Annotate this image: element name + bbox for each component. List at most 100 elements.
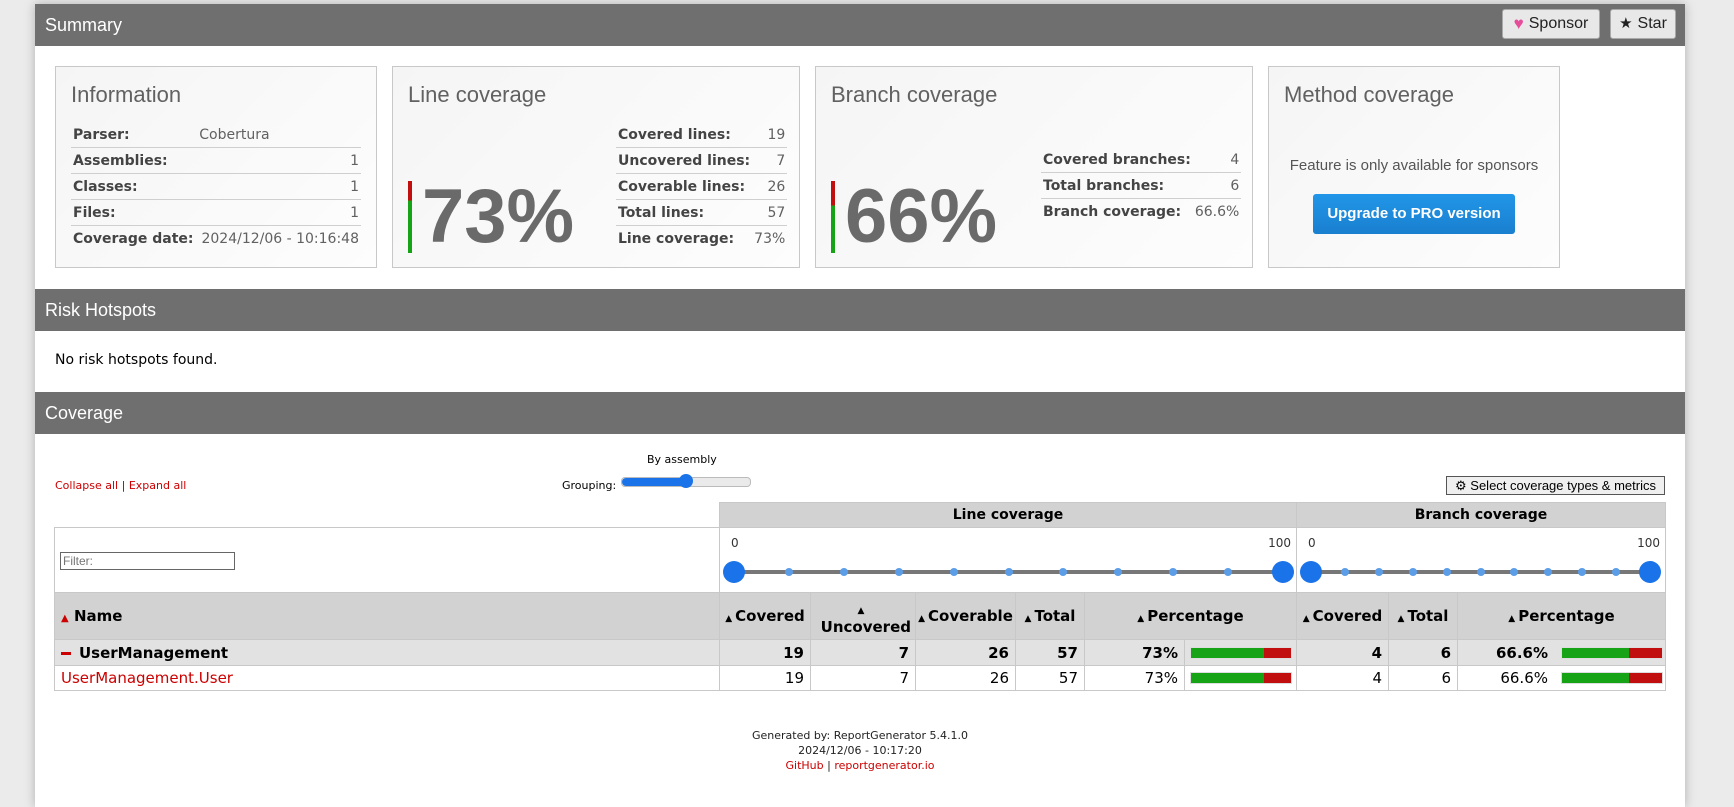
range-tick xyxy=(1004,568,1013,576)
line-value: 26 xyxy=(752,173,788,200)
percentage-column-header[interactable]: ▲ Percentage xyxy=(1084,592,1297,640)
sort-icon: ▲ xyxy=(1397,614,1405,624)
uncovered-cell: 7 xyxy=(810,665,916,691)
line-coverage-group-header: Line coverage xyxy=(719,502,1297,528)
branch-coverage-range-slider[interactable]: 0 100 xyxy=(1297,528,1665,592)
line-coverage-title: Line coverage xyxy=(408,82,547,107)
sponsor-button[interactable]: ♥ Sponsor xyxy=(1502,9,1600,39)
line-coverage-bar-cell xyxy=(1184,665,1297,691)
range-max-handle[interactable] xyxy=(1639,561,1661,583)
sort-icon: ▲ xyxy=(1137,614,1145,624)
line-key: Total lines: xyxy=(616,199,753,226)
coverable-column-label: Coverable xyxy=(928,607,1013,625)
upgrade-pro-button[interactable]: Upgrade to PRO version xyxy=(1313,194,1515,234)
range-min-handle[interactable] xyxy=(723,561,745,583)
line-key: Covered lines: xyxy=(616,122,753,148)
line-coverage-card: Line coverage 73% Covered lines: 19 Uncov… xyxy=(392,66,800,268)
range-tick xyxy=(1169,568,1178,576)
line-coverage-bar xyxy=(1189,672,1292,684)
github-link[interactable]: GitHub xyxy=(785,759,824,772)
coverable-column-header[interactable]: ▲ Coverable xyxy=(915,592,1016,640)
collapse-all-link[interactable]: Collapse all xyxy=(55,479,119,492)
select-coverage-types-label: Select coverage types & metrics xyxy=(1470,478,1656,493)
line-range-max: 100 xyxy=(1268,536,1291,550)
branch-covered-column-label: Covered xyxy=(1312,607,1383,625)
grouping-label: Grouping: xyxy=(562,479,617,492)
coverage-header: Coverage xyxy=(35,392,1685,434)
covered-column-header[interactable]: ▲︎ Covered xyxy=(719,592,811,640)
expand-all-link[interactable]: Expand all xyxy=(128,479,187,492)
branch-key: Total branches: xyxy=(1041,172,1193,199)
branch-key: Covered branches: xyxy=(1041,147,1193,173)
select-coverage-types-button[interactable]: ⚙ Select coverage types & metrics xyxy=(1446,476,1665,495)
range-tick xyxy=(1476,568,1485,576)
coverable-cell: 26 xyxy=(915,665,1016,691)
filter-input[interactable] xyxy=(60,552,235,570)
line-covered-fill xyxy=(1190,647,1264,658)
grouping-value: By assembly xyxy=(647,453,717,466)
info-key: Coverage date: xyxy=(73,230,194,247)
branch-coverage-card: Branch coverage 66% Covered branches: 4 T… xyxy=(815,66,1253,268)
line-covered-fill xyxy=(1190,673,1264,683)
star-button[interactable]: ★ Star xyxy=(1610,9,1676,39)
branch-percentage-column-header[interactable]: ▲ Percentage xyxy=(1457,592,1666,640)
info-value: 1 xyxy=(197,173,361,200)
line-uncovered-fill xyxy=(1263,673,1291,683)
branch-covered-fill xyxy=(1562,647,1629,658)
branch-total-column-label: Total xyxy=(1407,607,1449,625)
percentage-column-label: Percentage xyxy=(1147,607,1244,625)
branch-total-column-header[interactable]: ▲ Total xyxy=(1388,592,1458,640)
uncovered-column-header[interactable]: ▲ Uncovered xyxy=(810,592,916,640)
sort-icon: ▲ xyxy=(918,614,926,624)
information-card: Information Parser: Cobertura Assemblies:… xyxy=(55,66,377,268)
class-name-link[interactable]: UserManagement.User xyxy=(61,669,233,687)
collapse-icon[interactable] xyxy=(61,651,71,655)
total-column-label: Total xyxy=(1034,607,1076,625)
sort-icon: ▲ xyxy=(1302,614,1310,624)
footer-links: GitHub | reportgenerator.io xyxy=(35,758,1685,773)
information-title: Information xyxy=(71,82,182,107)
line-key: Line coverage: xyxy=(618,230,735,247)
range-tick xyxy=(1442,568,1451,576)
reportgenerator-link[interactable]: reportgenerator.io xyxy=(834,759,935,772)
branch-covered-cell: 4 xyxy=(1296,639,1389,666)
branch-range-max: 100 xyxy=(1637,536,1660,550)
sort-icon: ▲ xyxy=(1508,614,1516,624)
range-min-handle[interactable] xyxy=(1300,561,1322,583)
line-coverage-range-slider[interactable]: 0 100 xyxy=(720,528,1296,592)
header-spacer xyxy=(55,503,720,528)
total-cell: 57 xyxy=(1015,665,1085,691)
covered-cell: 19 xyxy=(719,665,811,691)
range-tick xyxy=(1612,568,1621,576)
collapse-expand-controls: Collapse all | Expand all xyxy=(55,479,186,492)
table-row-assembly[interactable]: UserManagement 19 7 26 57 73% 4 6 66.6% xyxy=(54,639,1666,666)
risk-hotspots-header: Risk Hotspots xyxy=(35,289,1685,331)
range-tick xyxy=(839,568,848,576)
line-value: 7 xyxy=(752,147,788,174)
table-row-class[interactable]: UserManagement.User 19 7 26 57 73% 4 6 6… xyxy=(54,665,1666,691)
assembly-name-cell[interactable]: UserManagement xyxy=(54,639,720,666)
line-uncovered-fill xyxy=(1263,647,1291,658)
branch-key: Branch coverage: xyxy=(1043,203,1182,220)
heart-icon: ♥ xyxy=(1513,14,1524,33)
info-key: Files: xyxy=(71,199,198,226)
footer: Generated by: ReportGenerator 5.4.1.0 20… xyxy=(35,728,1685,773)
risk-hotspots-title: Risk Hotspots xyxy=(45,300,157,320)
branch-range-cell: 0 100 xyxy=(1296,527,1666,593)
line-value: 73% xyxy=(754,230,786,247)
footer-separator: | xyxy=(827,759,831,772)
info-key: Assemblies: xyxy=(71,147,198,174)
branch-coverage-table: Covered branches: 4 Total branches: 6 Bran… xyxy=(1041,147,1242,224)
branch-coverage-bar xyxy=(1561,646,1663,659)
filter-cell xyxy=(54,527,720,593)
grouping-slider-handle[interactable] xyxy=(679,474,693,488)
name-column-header[interactable]: ▲ Name xyxy=(54,592,720,640)
range-tick xyxy=(784,568,793,576)
range-max-handle[interactable] xyxy=(1272,561,1294,583)
covered-cell: 19 xyxy=(719,639,811,666)
method-coverage-title: Method coverage xyxy=(1284,82,1454,107)
total-column-header[interactable]: ▲ Total xyxy=(1015,592,1085,640)
branch-covered-column-header[interactable]: ▲ Covered xyxy=(1296,592,1389,640)
grouping-slider[interactable] xyxy=(621,474,751,488)
info-value: 2024/12/06 - 10:16:48 xyxy=(201,230,359,247)
